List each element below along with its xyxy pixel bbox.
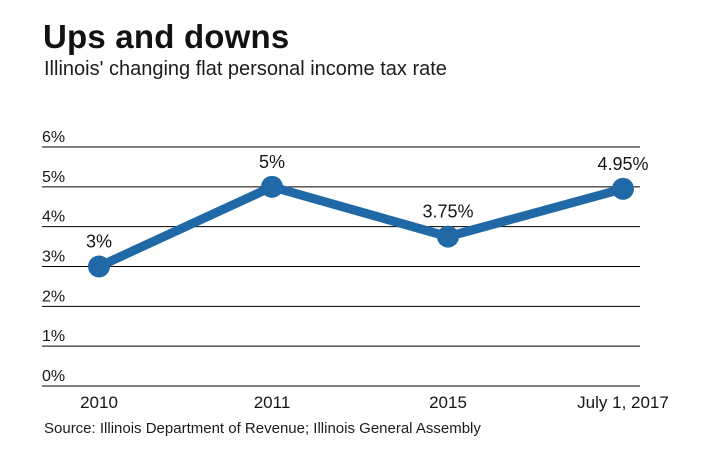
data-point-label: 3% <box>86 232 112 252</box>
y-tick-label: 1% <box>42 328 65 345</box>
x-tick-label: 2015 <box>429 393 467 412</box>
data-point-label: 3.75% <box>422 202 473 222</box>
x-tick-label: July 1, 2017 <box>577 393 669 412</box>
data-point <box>88 255 110 278</box>
data-point <box>261 175 283 198</box>
data-point <box>437 225 459 248</box>
chart-subtitle: Illinois' changing flat personal income … <box>44 58 447 80</box>
y-tick-label: 3% <box>42 249 65 266</box>
data-line <box>94 182 628 271</box>
source-note: Source: Illinois Department of Revenue; … <box>44 420 481 437</box>
y-tick-label: 5% <box>42 169 65 186</box>
y-tick-label: 0% <box>42 368 65 385</box>
data-point <box>612 177 634 200</box>
data-point-label: 5% <box>259 152 285 172</box>
y-tick-label: 2% <box>42 288 65 305</box>
y-tick-label: 6% <box>42 129 65 146</box>
data-point-label: 4.95% <box>597 154 648 174</box>
y-tick-label: 4% <box>42 209 65 226</box>
x-tick-label: 2011 <box>254 393 291 412</box>
x-tick-label: 2010 <box>80 393 118 412</box>
chart-title: Ups and downs <box>43 18 290 55</box>
